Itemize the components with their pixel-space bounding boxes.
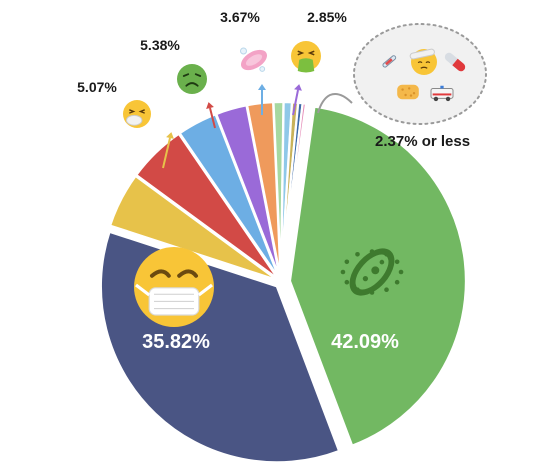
face-with-head-bandage-icon: [409, 48, 437, 75]
sneezing-face-icon: [123, 100, 151, 128]
soap-icon: [240, 47, 268, 72]
slice-6-arrow-line: [292, 89, 299, 116]
slice-label-4: 5.38%: [140, 37, 180, 53]
nauseated-face-icon: [177, 64, 207, 94]
slice-4-arrow-line: [209, 107, 216, 129]
pill-icon: [444, 52, 466, 72]
small-slices-callout: [317, 23, 487, 125]
sponge-icon: [397, 84, 419, 100]
slice-label-3: 5.07%: [77, 79, 117, 95]
slice-6-arrow-head: [294, 84, 302, 91]
pie-slice-12: [280, 102, 308, 280]
small-slices-label: 2.37% or less: [375, 133, 470, 150]
slice-label-5: 3.67%: [220, 9, 260, 25]
slice-label-2: 35.82%: [142, 331, 210, 353]
slice-label-6: 2.85%: [307, 9, 347, 25]
pie-slice-4: [135, 132, 280, 281]
slice-3-arrow-head: [166, 132, 174, 139]
slice-4-arrow-head: [206, 102, 214, 109]
slice-5-arrow-head: [258, 84, 266, 90]
slice-label-1: 42.09%: [331, 331, 399, 353]
syringe-icon: [382, 55, 397, 68]
slice-3-arrow-line: [162, 137, 171, 169]
vomiting-face-icon: [291, 41, 321, 73]
callout-bracket: [317, 93, 353, 114]
pie-slice-3: [109, 174, 279, 282]
medical-mask-face-icon: [134, 247, 214, 327]
ambulance-icon: [430, 85, 454, 102]
microbe-icon: [340, 248, 404, 296]
